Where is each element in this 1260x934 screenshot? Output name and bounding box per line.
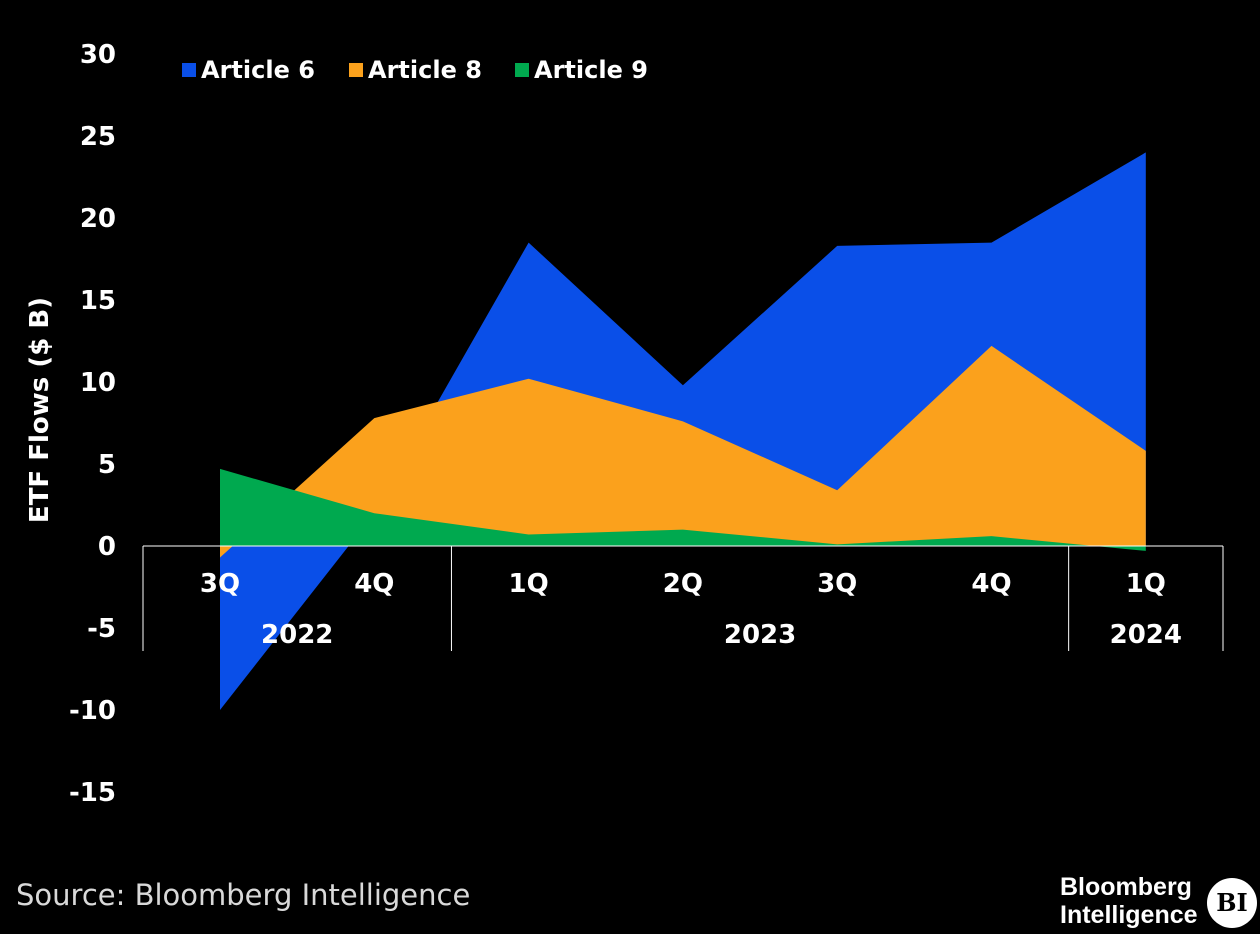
y-tick-label: -15	[69, 778, 116, 808]
year-group-label: 2023	[724, 620, 796, 650]
brand-name: Bloomberg Intelligence	[1060, 873, 1198, 929]
year-group-label: 2022	[261, 620, 333, 650]
x-tick-label: 3Q	[200, 569, 240, 599]
legend-label-article-6: Article 6	[201, 56, 315, 84]
y-axis-label: ETF Flows ($ B)	[25, 297, 55, 523]
y-tick-label: 5	[98, 450, 116, 480]
legend-swatch-article-6	[182, 63, 196, 77]
legend-swatch-article-8	[349, 63, 363, 77]
y-tick-label: 25	[80, 122, 116, 152]
x-tick-label: 1Q	[1126, 569, 1166, 599]
legend-label-article-8: Article 8	[368, 56, 482, 84]
brand-line-1: Bloomberg	[1060, 873, 1192, 901]
y-tick-label: 15	[80, 286, 116, 316]
y-tick-label: 0	[98, 532, 116, 562]
y-tick-label: -10	[69, 696, 116, 726]
area-article-8	[220, 345, 1146, 558]
source-note: Source: Bloomberg Intelligence	[16, 878, 471, 912]
legend-label-article-9: Article 9	[534, 56, 648, 84]
y-tick-label: 20	[80, 204, 116, 234]
axes: 30 25 20 15 10 5 0 -5 -10 -15 3Q 4Q 1Q 2Q 3Q 4Q 1Q 2022 20…	[69, 40, 1224, 808]
y-tick-label: 30	[80, 40, 116, 70]
x-tick-label: 3Q	[817, 569, 857, 599]
x-tick-label: 4Q	[354, 569, 394, 599]
year-group-label: 2024	[1110, 620, 1182, 650]
area-layer	[220, 152, 1146, 710]
y-tick-label: -5	[87, 614, 116, 644]
bi-logo-icon: BI	[1207, 878, 1257, 928]
brand-line-2: Intelligence	[1060, 901, 1198, 929]
legend: Article 6 Article 8 Article 9	[182, 56, 648, 84]
x-tick-label: 1Q	[508, 569, 548, 599]
x-tick-label: 2Q	[663, 569, 703, 599]
y-tick-label: 10	[80, 368, 116, 398]
area-article-9	[220, 468, 1146, 551]
x-tick-label: 4Q	[971, 569, 1011, 599]
legend-swatch-article-9	[515, 63, 529, 77]
